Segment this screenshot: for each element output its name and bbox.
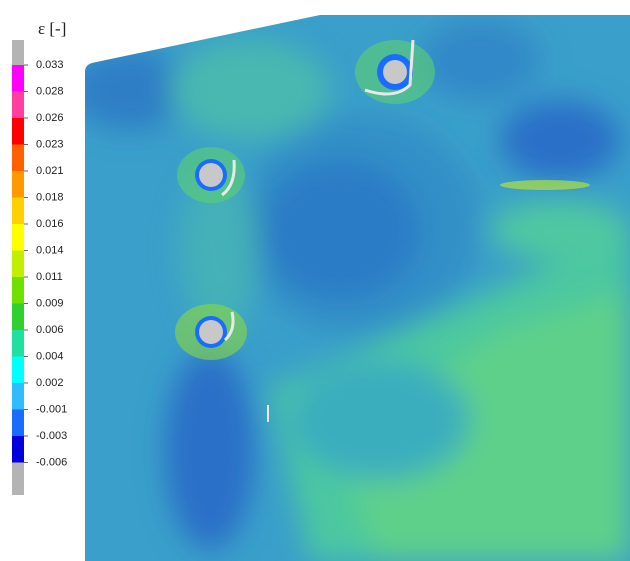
colorbar-tick-label: -0.006 xyxy=(36,456,67,468)
strain-field xyxy=(70,10,630,561)
colorbar-segment xyxy=(12,65,24,92)
colorbar-under xyxy=(12,463,24,496)
colorbar-tick-label: 0.021 xyxy=(36,165,64,177)
colorbar-segment xyxy=(12,224,24,251)
colorbar-tick-label: 0.009 xyxy=(36,297,64,309)
colorbar-tick-label: 0.028 xyxy=(36,85,64,97)
colorbar-tick-label: 0.018 xyxy=(36,191,64,203)
colorbar-segment xyxy=(12,383,24,410)
colorbar-tick-label: 0.033 xyxy=(36,59,64,71)
colorbar-segment xyxy=(12,357,24,384)
colorbar-segment xyxy=(12,171,24,198)
colorbar-title: ε [-] xyxy=(38,19,66,38)
colorbar-tick-label: 0.006 xyxy=(36,324,64,336)
page: ε [-] 0.033 0.028 0.026 0.023 0.021 0.018 0.01… xyxy=(0,0,630,561)
colorbar-tick-label: 0.026 xyxy=(36,112,64,124)
colorbar: 0.033 0.028 0.026 0.023 0.021 0.018 0.016 0.014… xyxy=(12,40,67,495)
colorbar-segment xyxy=(12,277,24,304)
colorbar-tick-label: 0.002 xyxy=(36,377,64,389)
colorbar-tick-label: 0.016 xyxy=(36,218,64,230)
colorbar-segment xyxy=(12,118,24,145)
colorbar-over xyxy=(12,40,24,65)
colorbar-segment xyxy=(12,304,24,331)
chart: ε [-] 0.033 0.028 0.026 0.023 0.021 0.018 0.01… xyxy=(0,0,630,561)
colorbar-segment xyxy=(12,436,24,463)
colorbar-tick-label: 0.004 xyxy=(36,350,64,362)
colorbar-segment xyxy=(12,198,24,225)
colorbar-segment xyxy=(12,145,24,172)
colorbar-tick-label: 0.011 xyxy=(36,271,63,283)
colorbar-tick-label: 0.023 xyxy=(36,138,64,150)
colorbar-tick-label: -0.003 xyxy=(36,430,67,442)
colorbar-tick-label: 0.014 xyxy=(36,244,64,256)
colorbar-tick-label: -0.001 xyxy=(36,403,67,415)
colorbar-segment xyxy=(12,251,24,278)
colorbar-segment xyxy=(12,410,24,437)
colorbar-segment xyxy=(12,330,24,357)
colorbar-segment xyxy=(12,92,24,119)
